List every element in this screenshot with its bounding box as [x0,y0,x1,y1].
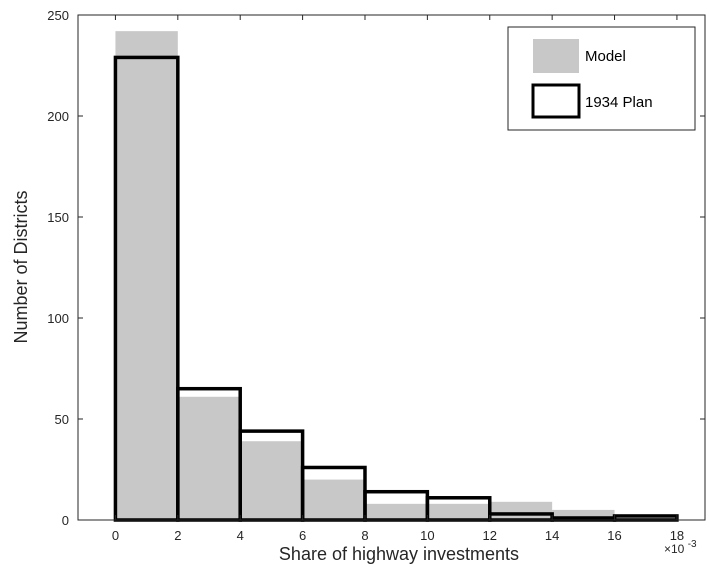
x-tick-label: 12 [483,528,497,543]
x-axis-title: Share of highway investments [279,544,519,564]
model-bar [427,503,490,520]
model-bar [302,479,365,520]
x-axis-multiplier-exponent: -3 [688,539,697,550]
x-tick-label: 0 [112,528,119,543]
model-bar [177,396,241,520]
y-tick-label: 100 [47,311,69,326]
y-tick-label: 0 [62,513,69,528]
model-bar [240,441,303,520]
y-axis: 0 50 100 150 200 250 [47,8,705,528]
x-tick-label: 18 [670,528,684,543]
model-bar [115,31,178,520]
model-bar [552,509,615,520]
x-axis: 0 2 4 6 8 10 12 14 16 18 [112,15,684,543]
y-tick-label: 250 [47,8,69,23]
x-axis-multiplier: ×10 -3 [664,539,697,556]
legend-label-plan: 1934 Plan [585,94,653,111]
y-axis-title: Number of Districts [11,190,31,343]
x-tick-label: 8 [361,528,368,543]
x-tick-label: 2 [174,528,181,543]
y-tick-label: 150 [47,210,69,225]
x-tick-label: 14 [545,528,559,543]
x-tick-label: 10 [420,528,434,543]
y-tick-label: 50 [55,412,69,427]
x-tick-label: 6 [299,528,306,543]
y-tick-label: 200 [47,109,69,124]
legend: Model 1934 Plan [507,26,696,131]
legend-swatch-plan [531,83,581,119]
model-bar [364,503,428,520]
model-bar [489,501,553,520]
legend-swatch-model [533,39,579,73]
x-tick-label: 16 [607,528,621,543]
plot-area-frame [77,14,706,521]
model-series [115,31,677,520]
legend-label-model: Model [585,48,626,65]
x-tick-label: 4 [237,528,244,543]
x-axis-multiplier-base: ×10 [664,542,685,556]
